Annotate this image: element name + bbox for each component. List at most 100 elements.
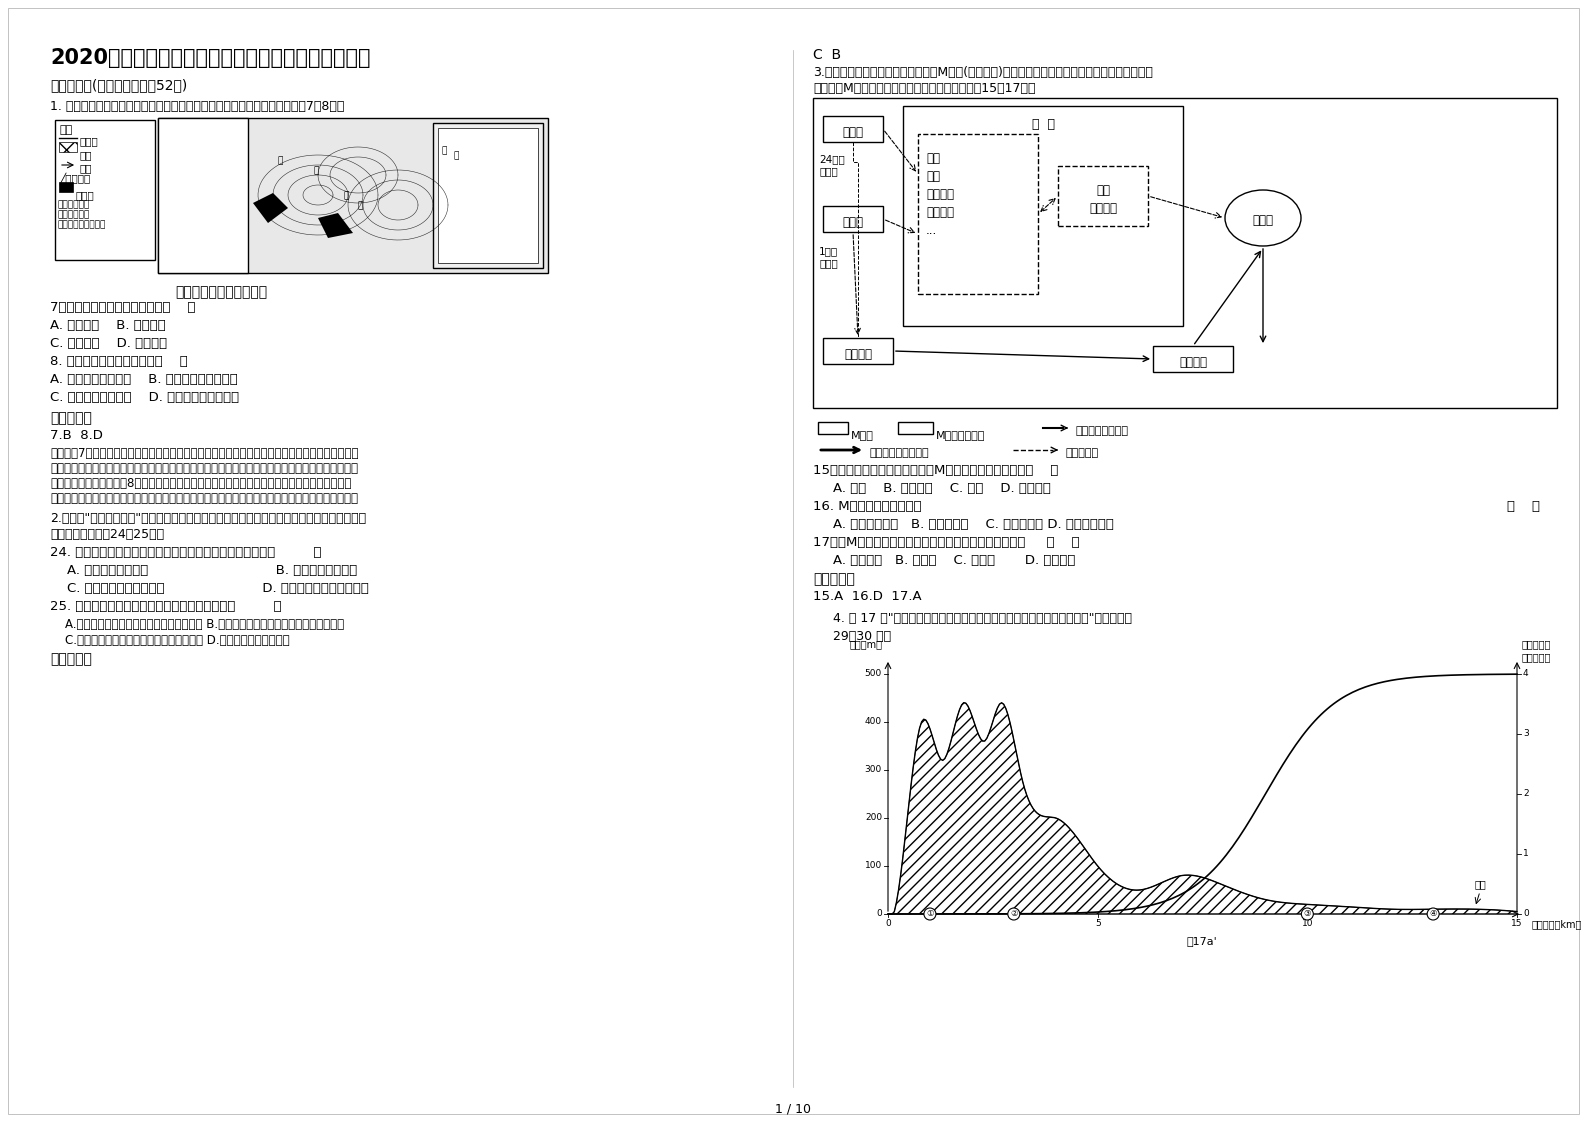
Text: C  B: C B [813,48,841,62]
Text: M公司: M公司 [851,430,874,440]
Text: 库存管理: 库存管理 [925,206,954,219]
Text: 供应商完成的物流: 供应商完成的物流 [1074,426,1128,436]
Text: 内运送: 内运送 [819,258,838,268]
Circle shape [924,908,936,920]
Text: 河: 河 [343,191,349,200]
Text: 7.B  8.D: 7.B 8.D [51,429,103,442]
Bar [59,142,78,151]
Bar [59,182,73,192]
Text: 总  部: 总 部 [1032,118,1054,131]
Bar [1059,166,1147,226]
Text: 300: 300 [865,765,882,774]
Text: C. 水稻的单位面积产量高                       D. 水稻种植适合于小农经营: C. 水稻的单位面积产量高 D. 水稻种植适合于小农经营 [51,582,368,595]
Text: 0: 0 [876,910,882,919]
Text: A. 地平坡缓    B. 岛多浪小: A. 地平坡缓 B. 岛多浪小 [51,319,165,332]
Text: 设计: 设计 [925,151,940,165]
Text: A. 配送仓库   B. 面料厂    C. 制衣厂       D. 仓储中心: A. 配送仓库 B. 面料厂 C. 制衣厂 D. 仓储中心 [833,554,1076,567]
Text: 海洋: 海洋 [79,150,92,160]
Polygon shape [317,213,352,238]
Text: 3.北京的王女士登录总部位于上海的M公司(服装公司)网站，订购了两件衬衣，两天后在家收到货。: 3.北京的王女士登录总部位于上海的M公司(服装公司)网站，订购了两件衬衣，两天后… [813,66,1152,79]
Text: A. 大型服装超市   B. 服装专卖店    C. 代理销售商 D. 信息交流平台: A. 大型服装超市 B. 服装专卖店 C. 代理销售商 D. 信息交流平台 [833,518,1114,531]
Text: 港区陆地部分开阔平坦，但海边要等深线密集，坡度陡、水深大能停船，仔细观察香港港区岛多浪小: 港区陆地部分开阔平坦，但海边要等深线密集，坡度陡、水深大能停船，仔细观察香港港区… [51,462,359,475]
Text: 15.A  16.D  17.A: 15.A 16.D 17.A [813,590,922,603]
Text: C.人均耕地少、水热条件还未充分合理利用 D.地势低平、多水旱灾害: C.人均耕地少、水热条件还未充分合理利用 D.地势低平、多水旱灾害 [51,634,289,647]
Bar [824,338,893,364]
Circle shape [1301,908,1314,920]
Text: 10: 10 [1301,919,1312,928]
Text: 河: 河 [278,156,284,165]
Text: 的贡献。据此回答24～25题。: 的贡献。据此回答24～25题。 [51,528,163,541]
Text: 人口与聚落: 人口与聚落 [1522,640,1552,649]
Text: 15．王女士此次购买的衬衣，由M公司员工完成的环节是（    ）: 15．王女士此次购买的衬衣，由M公司员工完成的环节是（ ） [813,465,1059,477]
Text: 分布相对数: 分布相对数 [1522,652,1552,662]
Text: 500: 500 [865,670,882,679]
Text: 0: 0 [886,919,890,928]
Bar [917,134,1038,294]
Text: 3: 3 [1524,729,1528,738]
Text: ④: ④ [1430,910,1436,919]
Text: 采购: 采购 [925,171,940,183]
Text: 解析：第7题，建港的自然条件要求：风浪小、港宽、水阔、航道深、不淤沙、海岸线曲折、背风。: 解析：第7题，建港的自然条件要求：风浪小、港宽、水阔、航道深、不淤沙、海岸线曲折… [51,447,359,460]
Text: 0: 0 [1524,910,1528,919]
Text: 流: 流 [359,201,363,210]
Text: 制衣厂: 制衣厂 [843,217,863,229]
Text: ╱主要街区: ╱主要街区 [59,172,90,184]
Text: 香港填海造陆分布示意图: 香港填海造陆分布示意图 [175,285,267,298]
Text: 物流公司完成的物流: 物流公司完成的物流 [870,448,928,458]
Text: 7．香港建港的有利自然条件是（    ）: 7．香港建港的有利自然条件是（ ） [51,301,195,314]
Text: 参考答案：: 参考答案： [51,652,92,666]
Text: 水平距离（km）: 水平距离（km） [1531,919,1582,929]
Circle shape [1008,908,1020,920]
Text: 15: 15 [1511,919,1524,928]
Text: 16. M公司的产品销售依靠: 16. M公司的产品销售依靠 [813,500,922,513]
Text: 配送仓库: 配送仓库 [1179,356,1208,369]
Text: 是其有利的自然条件。第8题，填海造陆增加的是港区郭填面积，利于沿海功能区的布局，对海上: 是其有利的自然条件。第8题，填海造陆增加的是港区郭填面积，利于沿海功能区的布局，… [51,477,351,490]
Text: 网站: 网站 [1097,184,1109,197]
Bar [433,123,543,268]
Text: C. 湾阔岸直    D. 河多沙厚: C. 湾阔岸直 D. 河多沙厚 [51,337,167,350]
Bar [159,118,248,273]
Text: 实时信息流: 实时信息流 [1065,448,1098,458]
Bar [824,116,882,142]
Ellipse shape [1225,190,1301,246]
Text: 400: 400 [865,717,882,727]
Text: 填海区: 填海区 [76,190,95,200]
Text: ②: ② [1009,910,1017,919]
Bar [56,120,156,260]
Polygon shape [889,702,1517,914]
Bar [159,118,248,273]
Text: 参考答案：: 参考答案： [813,572,855,586]
Text: A.传统经验、精耕细作，单位面积产量不高 B.现代化生产技术水平低、劳动生产率不高: A.传统经验、精耕细作，单位面积产量不高 B.现代化生产技术水平低、劳动生产率不… [51,618,344,631]
Text: 参考答案：: 参考答案： [51,411,92,425]
Text: 图例: 图例 [59,125,73,135]
Bar [1154,346,1233,373]
Polygon shape [252,193,287,223]
Text: 港: 港 [441,146,446,155]
Text: 4. 图 17 为"宁波市某区域地形剖面和人口与聚落分布相对数变化曲线图"，读图回答: 4. 图 17 为"宁波市某区域地形剖面和人口与聚落分布相对数变化曲线图"，读图… [833,611,1132,625]
Text: 面料厂: 面料厂 [843,126,863,139]
Circle shape [1427,908,1439,920]
Text: ③: ③ [1303,910,1311,919]
Text: 内运送: 内运送 [819,166,838,176]
Bar [438,128,538,263]
Text: A. 港区行船更加通畅    B. 经济活动远离了海洋: A. 港区行船更加通畅 B. 经济活动远离了海洋 [51,373,238,386]
Text: 海拔（m）: 海拔（m） [851,640,882,649]
Text: 5: 5 [1095,919,1100,928]
Text: M公司的供应商: M公司的供应商 [936,430,986,440]
Text: 图17a': 图17a' [1187,936,1217,946]
Text: 一、选择题(每小题２分，共52分): 一、选择题(每小题２分，共52分) [51,79,187,92]
Text: 仓储中心: 仓储中心 [844,348,871,361]
Text: 2020年广东省湛江市调风中学高一地理测试题含解析: 2020年广东省湛江市调风中学高一地理测试题含解析 [51,48,370,68]
Text: A. 水稻地区适应性强                              B. 水稻种植技术简单: A. 水稻地区适应性强 B. 水稻种植技术简单 [51,564,357,577]
Text: 呼叫中心: 呼叫中心 [1089,202,1117,215]
Text: ...: ... [925,224,938,237]
Text: C. 海洋生态得以维护    D. 利于沿海功能区布局: C. 海洋生态得以维护 D. 利于沿海功能区布局 [51,390,240,404]
Text: 消费者: 消费者 [1252,214,1273,227]
Text: 市场销售: 市场销售 [925,188,954,201]
Text: 行船没有影响，使经济活动与海岸更近了，但人类活动的增加可能会造成海洋污染和海洋生态破坏。: 行船没有影响，使经济活动与海岸更近了，但人类活动的增加可能会造成海洋污染和海洋生… [51,493,359,505]
Text: 区: 区 [452,151,459,160]
Text: 29～30 题。: 29～30 题。 [833,629,892,643]
Text: ①: ① [927,910,933,919]
Text: 200: 200 [865,813,882,822]
Text: 8. 填海造陆对香港的影响有（    ）: 8. 填海造陆对香港的影响有（ ） [51,355,187,368]
